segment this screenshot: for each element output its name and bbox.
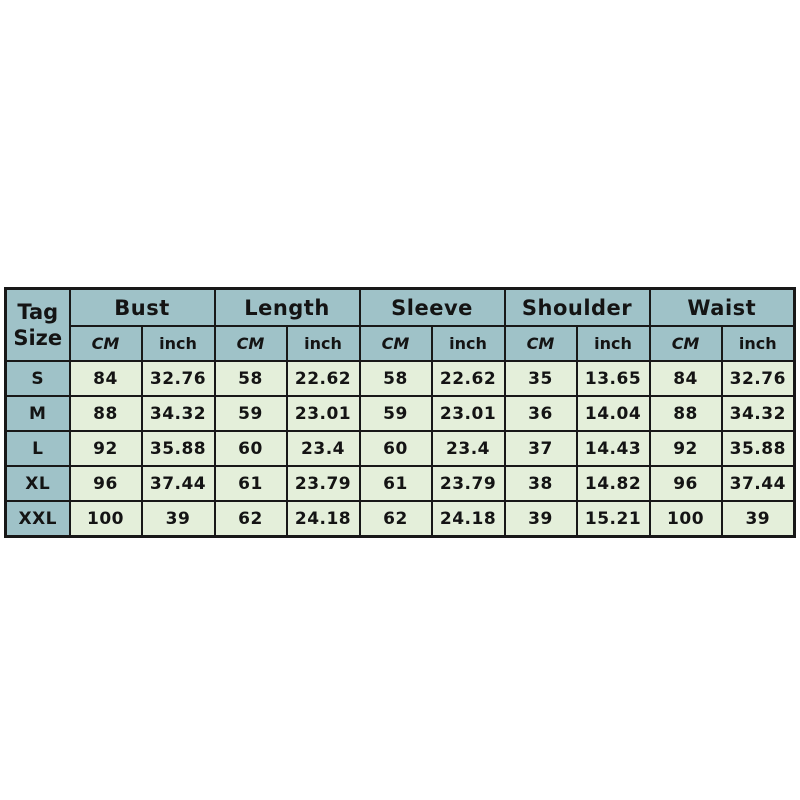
value-cell: 60 <box>213 430 288 467</box>
corner-header-cell: Tag Size <box>4 287 71 362</box>
unit-label: inch <box>304 334 342 353</box>
unit-header-cell: CM <box>648 325 723 362</box>
unit-label: CM <box>526 334 555 353</box>
value-cell: 23.79 <box>430 465 506 502</box>
value-cell: 39 <box>503 500 578 538</box>
value-cell: 59 <box>213 395 288 432</box>
group-header-waist: Waist <box>648 287 796 327</box>
unit-header-cell: CM <box>68 325 143 362</box>
value-cell: 100 <box>648 500 723 538</box>
value-cell: 13.65 <box>575 360 651 397</box>
value-cell: 23.79 <box>285 465 361 502</box>
header-row-groups: Tag Size Bust Length Sleeve Shoulder Wai… <box>4 287 796 362</box>
unit-header-cell: CM <box>213 325 288 362</box>
unit-label: inch <box>738 334 777 353</box>
unit-header-cell: inch <box>720 325 796 362</box>
table-row-l: L 92 35.88 60 23.4 60 23.4 37 14.43 92 3… <box>4 430 796 467</box>
value-cell: 84 <box>68 360 143 397</box>
value-cell: 61 <box>213 465 288 502</box>
value-cell: 60 <box>358 430 433 467</box>
unit-header-cell: CM <box>503 325 578 362</box>
unit-header-cell: CM <box>358 325 433 362</box>
group-header-shoulder: Shoulder <box>503 287 651 327</box>
value-cell: 23.01 <box>285 395 361 432</box>
group-header-bust: Bust <box>68 287 216 327</box>
value-cell: 36 <box>503 395 578 432</box>
table-row-s: S 84 32.76 58 22.62 58 22.62 35 13.65 84… <box>4 360 796 397</box>
size-cell: XL <box>4 465 71 502</box>
size-cell: S <box>4 360 71 397</box>
value-cell: 34.32 <box>720 395 796 432</box>
value-cell: 35.88 <box>140 430 216 467</box>
value-cell: 35.88 <box>720 430 796 467</box>
value-cell: 92 <box>68 430 143 467</box>
value-cell: 34.32 <box>140 395 216 432</box>
value-cell: 39 <box>720 500 796 538</box>
size-chart-table: Tag Size Bust Length Sleeve Shoulder Wai… <box>4 287 797 538</box>
value-cell: 14.04 <box>575 395 651 432</box>
value-cell: 58 <box>213 360 288 397</box>
value-cell: 23.01 <box>430 395 506 432</box>
value-cell: 84 <box>648 360 723 397</box>
table-row-xl: XL 96 37.44 61 23.79 61 23.79 38 14.82 9… <box>4 465 796 502</box>
size-cell: L <box>4 430 71 467</box>
value-cell: 58 <box>358 360 433 397</box>
value-cell: 37 <box>503 430 578 467</box>
size-cell: M <box>4 395 71 432</box>
value-cell: 32.76 <box>720 360 796 397</box>
value-cell: 22.62 <box>430 360 506 397</box>
unit-label: CM <box>381 334 410 353</box>
unit-label: CM <box>671 334 700 353</box>
value-cell: 32.76 <box>140 360 216 397</box>
value-cell: 92 <box>648 430 723 467</box>
value-cell: 14.43 <box>575 430 651 467</box>
value-cell: 88 <box>68 395 143 432</box>
value-cell: 62 <box>213 500 288 538</box>
value-cell: 59 <box>358 395 433 432</box>
unit-label: inch <box>159 334 197 353</box>
value-cell: 96 <box>648 465 723 502</box>
value-cell: 22.62 <box>285 360 361 397</box>
table-row-m: M 88 34.32 59 23.01 59 23.01 36 14.04 88… <box>4 395 796 432</box>
value-cell: 24.18 <box>430 500 506 538</box>
header-row-units: CM inch CM inch CM inch CM inch CM inch <box>6 325 796 362</box>
unit-header-cell: inch <box>430 325 506 362</box>
value-cell: 62 <box>358 500 433 538</box>
value-cell: 14.82 <box>575 465 651 502</box>
unit-header-cell: inch <box>285 325 361 362</box>
value-cell: 100 <box>68 500 143 538</box>
value-cell: 38 <box>503 465 578 502</box>
value-cell: 23.4 <box>285 430 361 467</box>
unit-label: inch <box>594 334 632 353</box>
value-cell: 61 <box>358 465 433 502</box>
unit-label: CM <box>91 334 120 353</box>
table-row-xxl: XXL 100 39 62 24.18 62 24.18 39 15.21 10… <box>4 500 796 538</box>
unit-header-cell: inch <box>140 325 216 362</box>
value-cell: 37.44 <box>720 465 796 502</box>
value-cell: 88 <box>648 395 723 432</box>
value-cell: 23.4 <box>430 430 506 467</box>
group-header-length: Length <box>213 287 361 327</box>
value-cell: 35 <box>503 360 578 397</box>
value-cell: 96 <box>68 465 143 502</box>
unit-label: CM <box>236 334 265 353</box>
group-header-sleeve: Sleeve <box>358 287 506 327</box>
size-cell: XXL <box>4 500 71 538</box>
unit-header-cell: inch <box>575 325 651 362</box>
value-cell: 15.21 <box>575 500 651 538</box>
value-cell: 37.44 <box>140 465 216 502</box>
unit-label: inch <box>449 334 487 353</box>
value-cell: 39 <box>140 500 216 538</box>
value-cell: 24.18 <box>285 500 361 538</box>
